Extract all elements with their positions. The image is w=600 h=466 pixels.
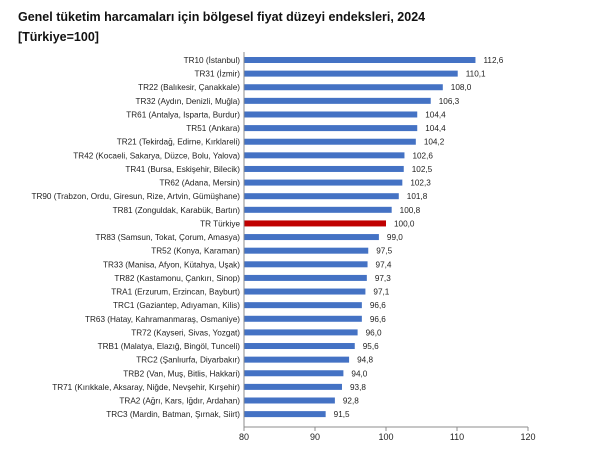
x-tick-label-1: 90 [310,432,320,442]
value-label-5: 104,4 [425,124,446,133]
bar-18 [244,302,362,309]
bar-15 [244,261,368,268]
bar-21 [244,343,355,350]
category-label-3: TR32 (Aydın, Denizli, Muğla) [135,97,240,106]
category-label-12: TR Türkiye [200,219,240,228]
value-label-15: 97,4 [376,260,392,269]
chart-subtitle: [Türkiye=100] [18,30,99,44]
x-tick-label-0: 80 [239,432,249,442]
bar-14 [244,247,369,254]
value-label-23: 94,0 [351,369,367,378]
category-label-8: TR41 (Bursa, Eskişehir, Bilecik) [125,165,240,174]
category-label-17: TRA1 (Erzurum, Erzincan, Bayburt) [111,288,240,297]
category-label-4: TR61 (Antalya, Isparta, Burdur) [126,110,240,119]
category-label-25: TRA2 (Ağrı, Kars, Iğdır, Ardahan) [119,397,240,406]
value-label-25: 92,8 [343,397,359,406]
bar-24 [244,383,342,390]
category-label-15: TR33 (Manisa, Afyon, Kütahya, Uşak) [103,260,240,269]
value-label-19: 96,6 [370,315,386,324]
category-label-16: TR82 (Kastamonu, Çankırı, Sinop) [114,274,240,283]
value-label-7: 102,6 [412,151,433,160]
category-label-1: TR31 (İzmir) [195,69,241,79]
value-label-9: 102,3 [410,179,431,188]
bar-9 [244,179,403,186]
value-label-24: 93,8 [350,383,366,392]
bar-16 [244,274,367,281]
value-label-20: 96,0 [366,328,382,337]
category-label-14: TR52 (Konya, Karaman) [151,247,240,256]
category-label-10: TR90 (Trabzon, Ordu, Giresun, Rize, Artv… [31,192,240,201]
category-label-23: TRB2 (Van, Muş, Bitlis, Hakkari) [123,369,240,378]
value-label-17: 97,1 [373,288,389,297]
bar-5 [244,125,418,132]
bar-19 [244,315,362,322]
value-label-3: 106,3 [439,97,460,106]
bar-1 [244,70,458,77]
chart-title: Genel tüketim harcamaları için bölgesel … [18,10,426,24]
value-label-2: 108,0 [451,83,472,92]
category-label-13: TR83 (Samsun, Tokat, Çorum, Amasya) [95,233,240,242]
bar-4 [244,111,418,118]
category-label-2: TR22 (Balıkesir, Çanakkale) [138,83,240,92]
category-label-18: TRC1 (Gaziantep, Adıyaman, Kilis) [113,301,240,310]
category-label-21: TRB1 (Malatya, Elazığ, Bingöl, Tunceli) [98,342,241,351]
value-label-4: 104,4 [425,110,446,119]
bar-25 [244,397,335,404]
value-label-10: 101,8 [407,192,428,201]
value-label-6: 104,2 [424,138,445,147]
bar-11 [244,206,392,213]
category-labels: TR10 (İstanbul) 112,6 TR31 (İzmir) 110,1 TR2… [31,55,503,419]
value-label-11: 100,8 [400,206,421,215]
value-label-12: 100,0 [394,219,415,228]
bar-10 [244,193,399,200]
bar-2 [244,84,443,91]
bar-12 [244,220,386,227]
category-label-26: TRC3 (Mardin, Batman, Şırnak, Siirt) [106,410,240,419]
bar-13 [244,234,379,241]
bar-0 [244,57,476,63]
value-label-1: 110,1 [466,70,486,79]
value-label-8: 102,5 [412,165,433,174]
bar-26 [244,411,326,418]
value-label-13: 99,0 [387,233,403,242]
category-label-11: TR81 (Zonguldak, Karabük, Bartın) [113,206,241,215]
value-label-26: 91,5 [334,410,350,419]
category-label-20: TR72 (Kayseri, Sivas, Yozgat) [131,328,240,337]
bar-6 [244,138,416,145]
x-tick-label-4: 120 [520,432,535,442]
category-label-9: TR62 (Adana, Mersin) [159,179,240,188]
value-label-21: 95,6 [363,342,379,351]
bars-layer [244,57,476,418]
value-label-18: 96,6 [370,301,386,310]
bar-17 [244,288,366,295]
bar-22 [244,356,350,363]
category-label-6: TR21 (Tekirdağ, Edirne, Kırklareli) [117,138,241,147]
bar-7 [244,152,405,159]
category-label-7: TR42 (Kocaeli, Sakarya, Düzce, Bolu, Yal… [73,151,240,160]
x-tick-label-3: 110 [450,432,464,442]
category-label-24: TR71 (Kırıkkale, Aksaray, Niğde, Nevşehi… [52,383,240,392]
value-label-14: 97,5 [376,247,392,256]
value-label-0: 112,6 [483,56,503,65]
x-tick-label-2: 100 [378,432,393,442]
bar-8 [244,165,404,172]
category-label-22: TRC2 (Şanlıurfa, Diyarbakır) [136,356,240,365]
bar-3 [244,97,431,104]
category-label-19: TR63 (Hatay, Kahramanmaraş, Osmaniye) [85,315,240,324]
bar-20 [244,329,358,336]
x-axis: 80 90 100 110 120 [239,52,536,442]
category-label-5: TR51 (Ankara) [186,124,240,133]
category-label-0: TR10 (İstanbul) [184,55,241,65]
bar-23 [244,370,344,377]
value-label-22: 94,8 [357,356,373,365]
value-label-16: 97,3 [375,274,391,283]
